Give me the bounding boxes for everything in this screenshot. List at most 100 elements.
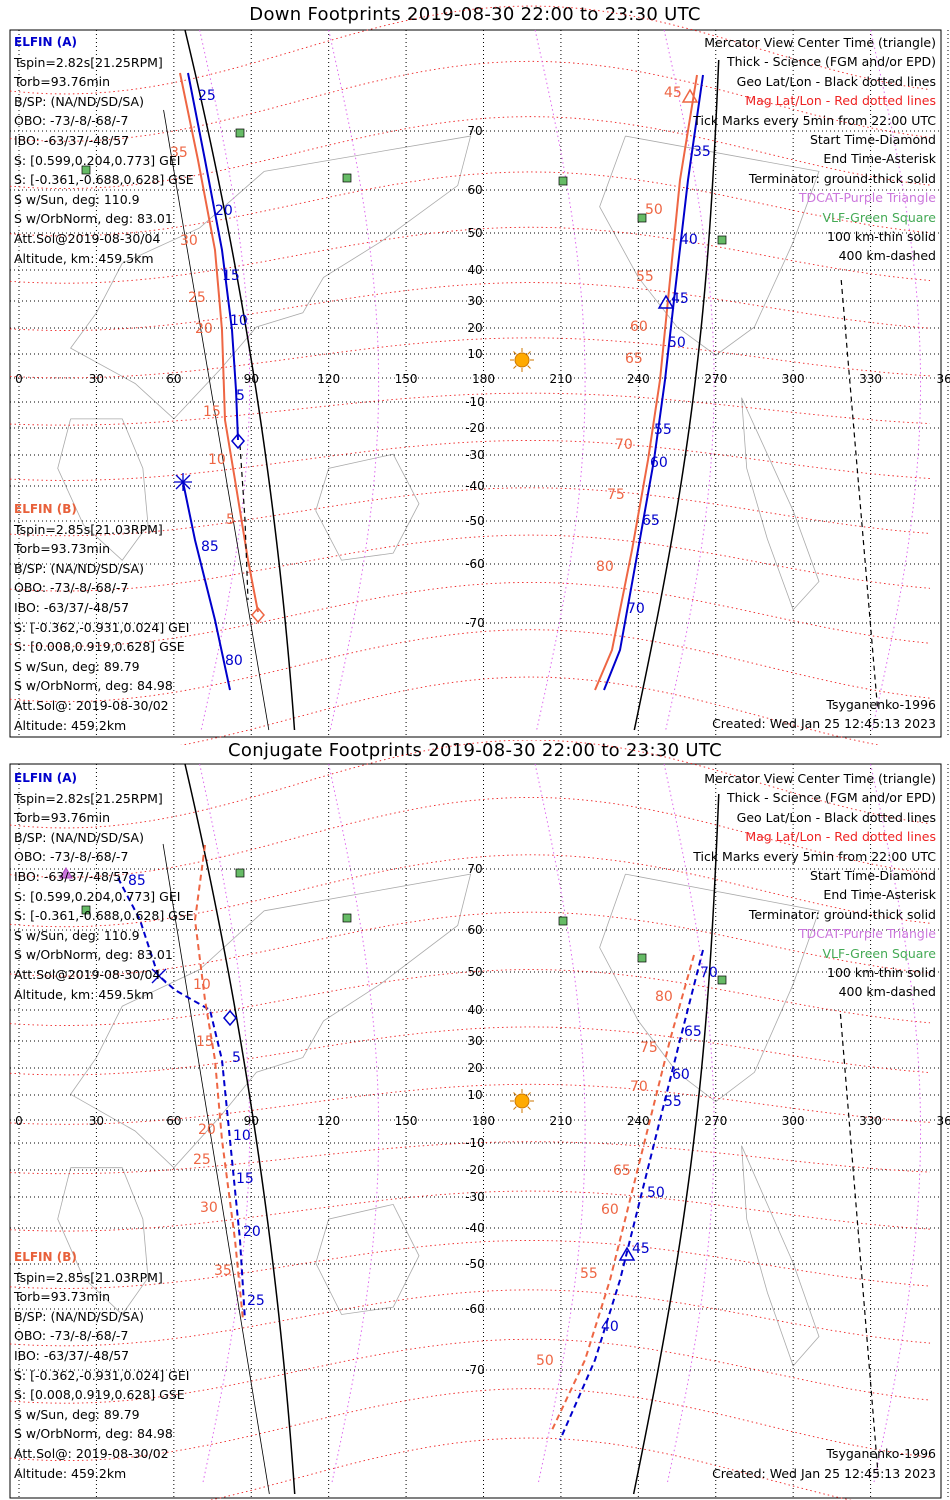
elfin-b-track-right bbox=[594, 74, 698, 691]
coastline bbox=[70, 135, 472, 420]
center-triangle-a bbox=[618, 1246, 636, 1261]
mag-lat-line bbox=[9, 440, 931, 481]
elfin-a-tick-label: 45 bbox=[671, 291, 689, 307]
legend-item: Start Time-Diamond bbox=[809, 867, 936, 883]
elfin-b-tick-label: 50 bbox=[645, 202, 663, 218]
lon-tick-label: 30 bbox=[89, 1114, 104, 1128]
mag-lat-line bbox=[9, 171, 931, 237]
elfin-b-line: S: [0.008,0.919,0.628] GSE bbox=[14, 639, 185, 655]
lon-tick-label: 300 bbox=[782, 1114, 805, 1128]
start-diamond-b bbox=[251, 606, 265, 624]
vlf-square bbox=[637, 213, 647, 223]
elfin-a-tick-label: 40 bbox=[680, 232, 698, 248]
legend-item: Tick Marks every 5min from 22:00 UTC bbox=[693, 112, 936, 128]
coastline bbox=[741, 1145, 820, 1367]
lon-tick-label: 330 bbox=[859, 372, 882, 386]
elfin-a-header: ELFIN (A) bbox=[14, 35, 77, 49]
lat-tick-label: 30 bbox=[467, 294, 482, 308]
elfin-a-line: S w/Sun, deg: 110.9 bbox=[14, 191, 140, 207]
down-footprints-map: 0 30 60 90 120 150 180 210 240 270 300 330 360 10 20 30… bbox=[9, 5, 950, 745]
end-asterisk-a bbox=[151, 968, 167, 984]
mag-lat-line bbox=[9, 392, 931, 426]
vlf-square bbox=[81, 165, 91, 175]
elfin-a-line: Tspin=2.82s[21.25RPM] bbox=[14, 54, 163, 70]
lat-tick-label: 40 bbox=[467, 1003, 482, 1017]
lat-tick-label: -30 bbox=[465, 1190, 485, 1204]
created-label: Created: Wed Jan 25 12:45:13 2023 bbox=[712, 1466, 936, 1481]
elfin-a-info: ELFIN (A) Tspin=2.82s[21.25RPM] Torb=93.… bbox=[14, 33, 194, 268]
elfin-a-line: B/SP: (NA/ND/SD/SA) bbox=[14, 829, 144, 845]
elfin-b-line: S: [0.008,0.919,0.628] GSE bbox=[14, 1387, 185, 1403]
lat-tick-label: -50 bbox=[465, 1257, 485, 1271]
sun-ray bbox=[513, 1106, 517, 1110]
coastline bbox=[57, 418, 149, 561]
legend-item: Mercator View Center Time (triangle) bbox=[704, 35, 936, 50]
elfin-b-line: B/SP: (NA/ND/SD/SA) bbox=[14, 1308, 144, 1324]
vlf-square bbox=[342, 173, 352, 183]
elfin-b-tick-label: 20 bbox=[195, 321, 213, 337]
mag-lon-line bbox=[328, 763, 380, 1485]
lat-tick-label: 70 bbox=[467, 862, 482, 876]
elfin-b-tick-label: 25 bbox=[188, 290, 206, 306]
mag-lat-line bbox=[9, 487, 931, 537]
elfin-a-conj-label: 40 bbox=[601, 1319, 619, 1335]
elfin-a-tick-label: 15 bbox=[222, 268, 240, 284]
lon-tick-label: 240 bbox=[627, 1114, 650, 1128]
lat-tick-label: 60 bbox=[467, 183, 482, 197]
sun-ray bbox=[513, 365, 517, 369]
coastline bbox=[315, 453, 420, 561]
legend-item: End Time-Asterisk bbox=[823, 887, 936, 903]
elfin-b-line: IBO: -63/37/-48/57 bbox=[14, 1347, 130, 1363]
legend-item: 100 km-thin solid bbox=[827, 964, 936, 980]
vlf-square bbox=[717, 975, 727, 985]
elfin-b-header: ELFIN (B) bbox=[14, 502, 77, 516]
mag-lat-line bbox=[9, 1083, 931, 1125]
model-label: Tsyganenko-1996 bbox=[826, 1446, 936, 1461]
coastline bbox=[57, 1167, 149, 1316]
mag-lat-line bbox=[9, 1388, 931, 1462]
terminator-left-100km bbox=[163, 109, 270, 731]
elfin-a-line: Att.Sol@2019-08-30/04 bbox=[14, 966, 161, 982]
lat-tick-label: 50 bbox=[467, 965, 482, 979]
elfin-b-line: S w/OrbNorm, deg: 84.98 bbox=[14, 1426, 173, 1442]
coastline bbox=[315, 1203, 420, 1315]
elfin-a-line: S w/OrbNorm, deg: 83.01 bbox=[14, 211, 173, 227]
mag-lat-line bbox=[180, 676, 881, 745]
vlf-square bbox=[235, 868, 245, 878]
lon-tick-label: 120 bbox=[317, 1114, 340, 1128]
legend: Mercator View Center Time (triangle) Thi… bbox=[693, 33, 936, 266]
legend-item: End Time-Asterisk bbox=[823, 151, 936, 167]
elfin-a-conj-label: 5 bbox=[232, 1050, 241, 1066]
mag-lon-line bbox=[534, 763, 586, 1485]
mag-lat-line bbox=[9, 740, 931, 829]
legend-item: TDCAT-Purple Triangle bbox=[798, 190, 936, 206]
terminator-left bbox=[184, 763, 296, 1495]
lon-tick-label: 90 bbox=[244, 1114, 259, 1128]
elfin-a-line: Tspin=2.82s[21.25RPM] bbox=[14, 790, 163, 806]
elfin-b-line: Att.Sol@: 2019-08-30/02 bbox=[14, 1445, 169, 1461]
sun-icon bbox=[514, 352, 530, 368]
elfin-a-line: OBO: -73/-8/-68/-7 bbox=[14, 113, 129, 129]
legend-item: 400 km-dashed bbox=[838, 248, 936, 264]
sun-ray bbox=[527, 365, 531, 369]
elfin-a-header: ELFIN (A) bbox=[14, 771, 77, 785]
elfin-b-line: Tspin=2.85s[21.03RPM] bbox=[14, 1269, 163, 1285]
elfin-b-line: S w/OrbNorm, deg: 84.98 bbox=[14, 678, 173, 694]
terminator-right bbox=[632, 793, 720, 1495]
elfin-a-tick-label: 70 bbox=[627, 601, 645, 617]
elfin-b-line: OBO: -73/-8/-68/-7 bbox=[14, 1328, 129, 1344]
elfin-a-line: S: [0.599,0.204,0.773] GEI bbox=[14, 888, 181, 904]
start-diamond-a bbox=[231, 432, 245, 450]
elfin-b-line: Tspin=2.85s[21.03RPM] bbox=[14, 521, 163, 537]
elfin-b-line: Torb=93.73min bbox=[14, 1289, 111, 1305]
start-diamond-a bbox=[223, 1009, 237, 1027]
mag-lat-line bbox=[9, 226, 931, 284]
mag-lat-line bbox=[9, 1141, 931, 1175]
elfin-a-tick-label: 25 bbox=[198, 88, 216, 104]
elfin-b-line: Altitude: 459.2km bbox=[14, 717, 127, 733]
lat-tick-label: 30 bbox=[467, 1034, 482, 1048]
elfin-a-line: Altitude, km: 459.5km bbox=[14, 250, 154, 266]
elfin-b-tick-label: 80 bbox=[596, 559, 614, 575]
elfin-b-conj-label: 55 bbox=[580, 1266, 598, 1282]
mag-lat-line bbox=[9, 337, 931, 379]
